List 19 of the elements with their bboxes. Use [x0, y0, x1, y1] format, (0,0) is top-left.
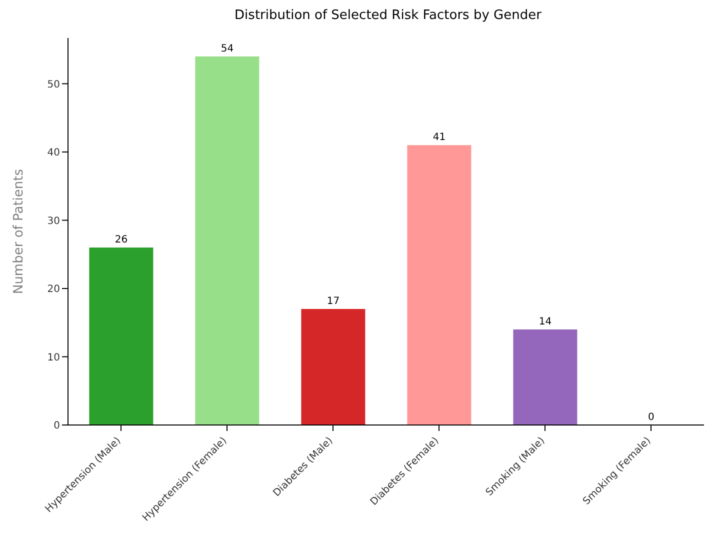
bar — [195, 56, 260, 425]
y-tick-label: 0 — [54, 420, 60, 432]
y-tick-label: 30 — [47, 216, 60, 227]
bar — [513, 329, 578, 425]
data-label: 54 — [220, 43, 234, 54]
bar — [301, 308, 366, 425]
y-tick-label: 10 — [47, 352, 60, 364]
chart-title: Distribution of Selected Risk Factors by Gender — [234, 8, 542, 25]
y-tick-label: 20 — [47, 284, 60, 296]
bar — [89, 248, 154, 425]
data-label: 17 — [326, 296, 340, 307]
data-label: 0 — [648, 412, 654, 423]
y-axis-title: Number of Patients — [12, 168, 27, 294]
data-label: 26 — [114, 234, 128, 246]
y-tick-label: 50 — [47, 79, 60, 90]
y-tick-label: 40 — [47, 148, 60, 159]
bar — [407, 145, 472, 425]
data-label: 41 — [432, 132, 446, 144]
data-label: 14 — [538, 316, 552, 328]
